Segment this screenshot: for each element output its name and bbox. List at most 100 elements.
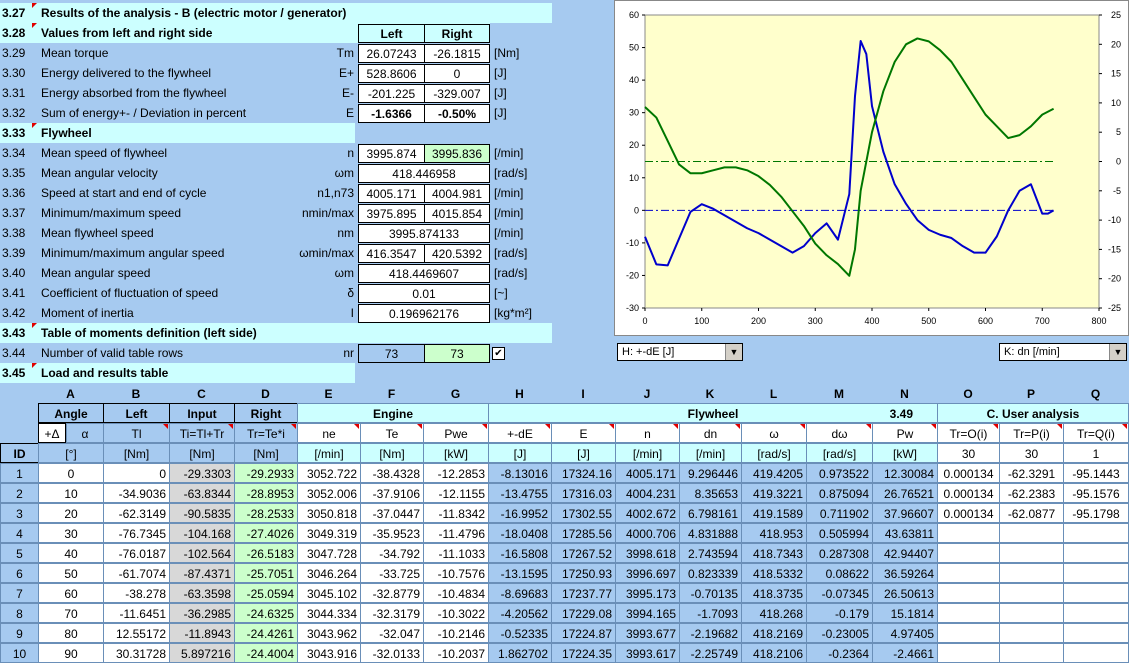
table-cell[interactable]: -76.7345 [103,523,170,543]
table-cell[interactable] [937,543,1000,563]
table-cell[interactable]: -95.1443 [1063,463,1129,483]
table-cell[interactable]: -76.0187 [103,543,170,563]
table-cell[interactable] [999,623,1064,643]
table-cell: -63.3598 [169,583,235,603]
unit-header: [J] [551,443,616,463]
table-cell[interactable]: 50 [38,563,104,583]
table-cell: 17250.93 [551,563,616,583]
table-cell[interactable] [1063,603,1129,623]
table-cell: -2.19682 [679,623,742,643]
table-cell[interactable] [999,583,1064,603]
table-cell[interactable]: 70 [38,603,104,623]
table-cell[interactable] [1063,543,1129,563]
table-cell: 419.1589 [741,503,807,523]
table-cell[interactable] [937,583,1000,603]
table-cell: -0.07345 [806,583,873,603]
table-cell[interactable]: 10 [38,483,104,503]
table-cell[interactable]: -11.6451 [103,603,170,623]
table-cell[interactable]: 60 [38,583,104,603]
table-cell[interactable]: 0.000134 [937,483,1000,503]
result-row: 3.34 Mean speed of flywheel n 3995.874 3995.… [0,143,614,163]
table-cell[interactable]: 20 [38,503,104,523]
table-cell[interactable]: -62.3291 [999,463,1064,483]
table-cell: -0.70135 [679,583,742,603]
comment-marker-icon [1122,424,1127,429]
symbol-header: Tr=Te*i [234,423,298,443]
k-series-label: K: dn [/min] [1004,346,1060,358]
chevron-down-icon[interactable]: ▼ [1109,344,1126,360]
table-cell: -4.20562 [488,603,552,623]
table-cell[interactable]: 0.000134 [937,503,1000,523]
table-cell[interactable]: -95.1798 [1063,503,1129,523]
table-cell[interactable] [1063,623,1129,643]
table-cell[interactable] [999,523,1064,543]
table-cell[interactable]: -38.278 [103,583,170,603]
table-cell[interactable] [999,603,1064,623]
table-cell[interactable]: -62.3149 [103,503,170,523]
table-cell[interactable] [937,523,1000,543]
table-cell[interactable]: 0 [103,463,170,483]
table-cell[interactable] [937,623,1000,643]
table-cell[interactable] [1063,643,1129,663]
column-letter: A [66,387,75,401]
table-cell[interactable]: -34.9036 [103,483,170,503]
column-letter: B [131,387,141,401]
unit-header: [J] [488,443,552,463]
comment-marker-icon [482,424,487,429]
table-cell[interactable]: 40 [38,543,104,563]
table-cell[interactable]: 0 [38,463,104,483]
group-header: Right [234,403,298,423]
h-series-dropdown[interactable]: H: +-dE [J] ▼ [617,343,743,361]
row-unit: [J] [494,86,507,100]
unit-header[interactable]: 30 [937,443,1000,463]
table-cell[interactable] [937,643,1000,663]
table-cell[interactable]: 30.31728 [103,643,170,663]
table-cell: 3052.722 [297,463,361,483]
table-cell[interactable]: 30 [38,523,104,543]
table-cell[interactable]: -62.0877 [999,503,1064,523]
table-cell[interactable] [1063,563,1129,583]
right-column-header: Right [424,24,490,43]
table-cell: 3046.264 [297,563,361,583]
table-cell: 17237.77 [551,583,616,603]
table-cell: -18.0408 [488,523,552,543]
plus-delta-button[interactable]: +Δ [38,423,66,443]
table-cell[interactable] [1063,523,1129,543]
table-cell[interactable] [937,603,1000,623]
k-series-dropdown[interactable]: K: dn [/min] ▼ [999,343,1127,361]
row-value: 3995.874133 [358,224,490,243]
table-cell[interactable]: 90 [38,643,104,663]
row-right-value: -329.007 [424,84,490,103]
unit-header[interactable]: 30 [999,443,1064,463]
comment-marker-icon [32,323,37,328]
symbol-header: dn [679,423,742,443]
unit-header[interactable]: 1 [1063,443,1129,463]
table-cell[interactable] [937,563,1000,583]
table-cell[interactable]: -95.1576 [1063,483,1129,503]
table-cell[interactable]: 12.55172 [103,623,170,643]
table-cell[interactable]: -61.7074 [103,563,170,583]
table-cell[interactable] [1063,583,1129,603]
y-left-tick-label: 20 [629,140,639,150]
unit-header: [/min] [679,443,742,463]
row-left-value[interactable]: 73 [358,344,425,363]
table-cell[interactable]: 0.000134 [937,463,1000,483]
valid-rows-checkbox[interactable]: ✔ [492,347,505,360]
chevron-down-icon[interactable]: ▼ [725,344,742,360]
row-symbol: Tm [336,46,354,60]
table-cell: -2.25749 [679,643,742,663]
table-cell: -10.3022 [423,603,489,623]
table-cell[interactable]: -62.2383 [999,483,1064,503]
table-cell: 36.59264 [872,563,938,583]
y-left-tick-label: 10 [629,173,639,183]
table-cell[interactable] [999,643,1064,663]
row-unit: [J] [494,66,507,80]
row-right-value: -0.50% [424,104,490,123]
table-cell[interactable]: 80 [38,623,104,643]
y-right-tick-label: 0 [1116,157,1121,167]
table-cell[interactable] [999,563,1064,583]
table-cell[interactable] [999,543,1064,563]
row-symbol: ωm [334,266,354,280]
section-title: Load and results table [41,366,169,380]
row-left-value: -201.225 [358,84,425,103]
